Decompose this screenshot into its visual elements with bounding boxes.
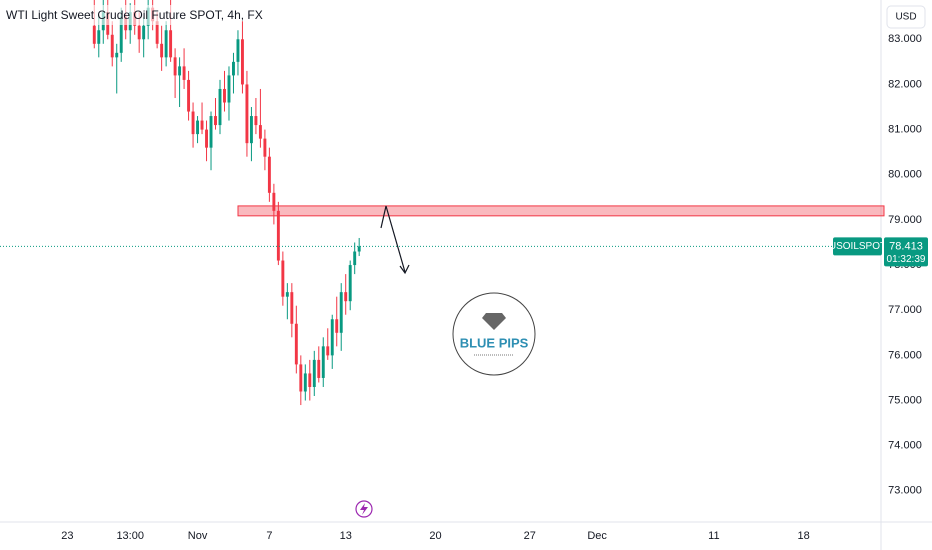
- candle-body: [348, 265, 352, 302]
- candle-body: [240, 39, 244, 85]
- x-tick-label: 11: [708, 530, 719, 542]
- x-tick-label: 27: [524, 530, 536, 542]
- price-label: 78.413: [889, 240, 923, 252]
- candle-body: [223, 88, 226, 103]
- candle-body: [209, 116, 213, 148]
- arrow-drawing: [380, 205, 406, 273]
- candle-body: [281, 260, 285, 297]
- x-tick-label: Nov: [188, 530, 208, 542]
- candle-body: [97, 30, 101, 44]
- x-tick-label: 7: [266, 530, 272, 542]
- y-tick-label: 74.000: [888, 440, 922, 452]
- currency-button[interactable]: [886, 5, 926, 29]
- candle-body: [115, 52, 119, 58]
- title-bg: [2, 5, 222, 25]
- candle-body: [191, 111, 195, 135]
- arrow-head: [399, 264, 410, 275]
- currency-label[interactable]: USD: [895, 12, 916, 23]
- logo: BLUE PIPS: [452, 292, 536, 376]
- candle-body: [119, 16, 123, 53]
- x-tick-label: 18: [798, 530, 810, 542]
- x-tick-label: 20: [429, 530, 441, 542]
- logo-diamond: [482, 313, 506, 330]
- y-tick-label: 83.000: [888, 33, 922, 45]
- candle-body: [285, 292, 289, 297]
- candle-body: [245, 84, 249, 144]
- candle-body: [299, 364, 303, 392]
- y-tick-label: 80.000: [888, 169, 922, 181]
- x-tick-label: Dec: [587, 530, 607, 542]
- candle-body: [263, 138, 267, 157]
- candle-body: [164, 30, 168, 58]
- candle-body: [339, 292, 343, 333]
- candle-body: [317, 359, 321, 378]
- candle-body: [155, 21, 159, 44]
- candle-body: [232, 61, 235, 76]
- symbol-label: USOILSPOT: [829, 241, 886, 252]
- y-tick-label: 73.000: [888, 485, 922, 497]
- candle-body: [160, 43, 164, 58]
- candle-body: [227, 75, 231, 103]
- candle-body: [249, 116, 253, 144]
- candle-body: [335, 319, 339, 333]
- x-tick-label: 13:00: [116, 530, 144, 542]
- candle-body: [303, 373, 307, 392]
- chart-title: WTI Light Sweet Crude Oil Future SPOT, 4…: [6, 8, 263, 22]
- candle-body: [142, 25, 146, 40]
- candle-body: [321, 346, 325, 378]
- logo-text: BLUE PIPS: [460, 335, 529, 350]
- event-bolt: [360, 503, 368, 515]
- candle-body: [205, 129, 208, 148]
- resistance-zone: [237, 205, 885, 217]
- candle-body: [214, 116, 217, 126]
- candle-body: [236, 39, 240, 62]
- candle-body: [196, 120, 200, 135]
- plot-area: [0, 0, 885, 406]
- event-icon[interactable]: [355, 500, 373, 518]
- y-tick-label: 77.000: [888, 304, 922, 316]
- y-tick-label: 79.000: [888, 214, 922, 226]
- candle-body: [110, 34, 114, 58]
- symbol-label-bg: [833, 237, 882, 256]
- candle-body: [173, 57, 177, 76]
- y-tick-label: 76.000: [888, 349, 922, 361]
- candle-body: [169, 30, 173, 58]
- candle-body: [308, 373, 312, 387]
- candle-body: [312, 359, 316, 387]
- x-tick-label: 13: [340, 530, 352, 542]
- candle-body: [258, 125, 262, 139]
- candle-body: [218, 88, 222, 126]
- candle-body: [272, 192, 276, 211]
- candle-body: [294, 323, 298, 365]
- candle-body: [137, 25, 141, 40]
- candle-body: [276, 210, 280, 261]
- logo-circle: [452, 292, 536, 376]
- x-tick-label: 23: [61, 530, 73, 542]
- candle-body: [92, 25, 96, 44]
- candle-body: [267, 156, 271, 193]
- candle-body: [344, 292, 348, 302]
- y-tick-label: 82.000: [888, 78, 922, 90]
- candle-body: [353, 251, 357, 266]
- candle-body: [357, 246, 361, 252]
- candle-body: [200, 120, 204, 130]
- candle-body: [178, 66, 182, 76]
- candle-body: [326, 346, 330, 356]
- candle-body: [187, 79, 191, 112]
- candle-body: [290, 292, 294, 324]
- countdown-label: 01:32:39: [887, 254, 926, 265]
- candle-body: [182, 66, 186, 80]
- candle-body: [330, 319, 334, 356]
- price-label-bg: [884, 237, 928, 267]
- candle-body: [254, 116, 258, 126]
- y-tick-label: 75.000: [888, 394, 922, 406]
- y-tick-label: 81.000: [888, 124, 922, 136]
